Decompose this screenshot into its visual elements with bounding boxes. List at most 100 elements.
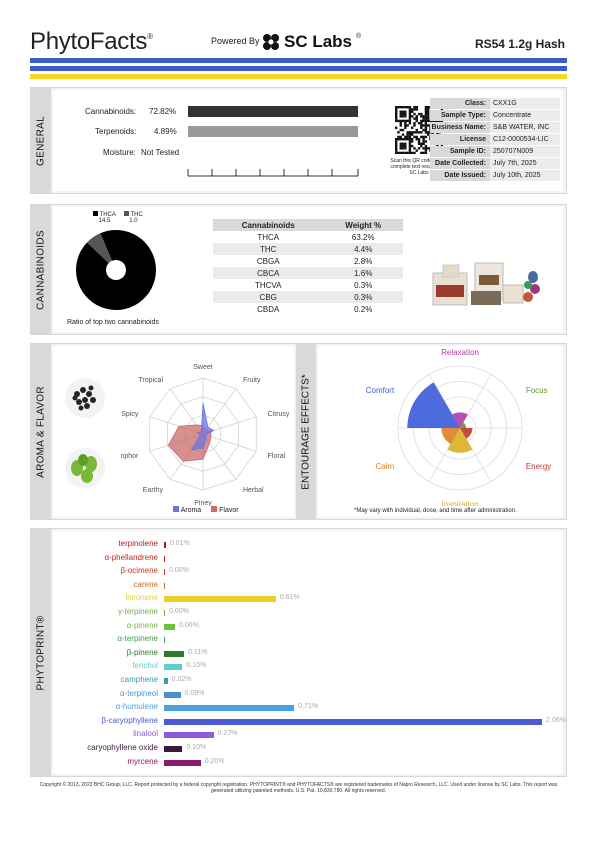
peppercorn-image (65, 378, 105, 418)
terpene-bar (164, 555, 165, 562)
terpene-value: 0.11% (188, 648, 208, 656)
logo-mark: ® (147, 32, 153, 41)
sc-labs-mark: ® (356, 32, 362, 40)
table-row: CBGA 2.8% (213, 255, 403, 267)
terpene-label: fenchol (132, 661, 158, 671)
general-section-label: GENERAL (31, 88, 51, 193)
cannabinoids-value: 72.82% (149, 107, 177, 116)
terpene-label: γ-terpinene (117, 607, 158, 616)
terpene-value: 0.01% (169, 540, 190, 547)
table-row: THC 4.4% (213, 243, 403, 255)
cannabinoid-weight: 2.8% (354, 256, 373, 266)
radar-spoke (202, 388, 237, 435)
terpene-label: carene (133, 579, 158, 589)
entourage-radar-chart: Relaxation Focus Energy Inspiration Calm Comf… (366, 348, 551, 506)
cannabinoid-name: CBG (213, 291, 324, 303)
sc-labs-logo: SC Labs ® (262, 32, 361, 52)
cannabinoid-weight: 4.4% (323, 243, 403, 255)
terpene-bar (164, 542, 166, 548)
hops-image (65, 448, 105, 488)
info-value: C12-0000534-LIC (490, 134, 560, 145)
entourage-spoke (428, 427, 461, 482)
terpene-label: camphene (120, 675, 158, 684)
aroma-axis-label: Citrusy (268, 411, 290, 418)
product-image (432, 262, 540, 306)
terpene-label: β-caryophyllene (101, 715, 158, 725)
legend-thc: THC 1.0 (123, 211, 143, 224)
terpene-value: 0.00% (169, 608, 189, 615)
pie-legend: THCA 14.5 THC 1.0 (93, 211, 143, 224)
cannabinoid-weight: 1.6% (323, 267, 403, 279)
entourage-wedge-relaxation (452, 412, 468, 428)
table-row: THCA 63.2% (213, 231, 403, 243)
aroma-axis-label: Piney (194, 500, 212, 506)
entourage-label: Calm (376, 462, 395, 471)
cannabinoids-bar (188, 106, 358, 117)
table-row: CBG 0.3% (213, 291, 403, 303)
aroma-radar-chart: Sweet Fruity Citrusy Floral Herbal Piney Earth… (121, 364, 290, 506)
stripe-blue-2 (30, 66, 567, 71)
phytofacts-logo: PhytoFacts® (30, 28, 153, 56)
info-row: Date Issued: July 10th, 2025 (430, 170, 560, 181)
terpene-bar (164, 705, 295, 712)
terpenoids-bar (188, 126, 358, 137)
terpene-bar (164, 596, 276, 603)
info-value: Concentrate (490, 110, 560, 121)
entourage-wedge-focus (460, 422, 467, 428)
terpene-value: 0.06% (179, 621, 199, 629)
info-row: Sample ID: 250707N009 (430, 146, 560, 157)
cannabinoid-name: THCA (257, 232, 280, 242)
info-row: Date Collected: July 7th, 2025 (430, 158, 560, 169)
info-key: Business Name: (430, 122, 490, 133)
sc-labs-icon (263, 34, 279, 50)
table-row: CBDA 0.2% (213, 303, 403, 315)
info-key: Class: (430, 98, 490, 109)
aroma-section-label: AROMA & FLAVOR (31, 344, 51, 519)
legend-thca: THCA 14.5 (93, 211, 116, 224)
terpene-value: 0.10% (186, 662, 207, 670)
entourage-wedge-inspiration (447, 428, 473, 453)
aroma-series (190, 403, 215, 451)
terpene-label: caryophyllene oxide (87, 743, 158, 752)
terpene-bar (164, 664, 183, 671)
terpene-bar (164, 732, 214, 739)
info-value: July 10th, 2025 (490, 170, 560, 181)
stripe-yellow (30, 74, 567, 79)
aroma-legend-aroma: Aroma (173, 506, 201, 514)
aroma-entourage-panel: AROMA & FLAVOR Sweet Fruity Citrusy Floral H… (30, 343, 567, 520)
cannabinoid-weight: 0.3% (323, 291, 403, 303)
moisture-label: Moisture: (103, 148, 136, 157)
aroma-axis-label: Floral (268, 453, 286, 460)
cannabinoids-body: THCA 14.5 THC 1.0 Ratio of top two cannabi… (53, 207, 563, 332)
info-key: Sample ID: (430, 146, 490, 157)
terpene-label: β-ocimene (120, 566, 158, 576)
phytoprint-section-label: PHYTOPRINT® (31, 529, 51, 776)
terpene-label: β-pinene (126, 647, 158, 657)
terpenoids-label: Terpenoids: (95, 127, 137, 136)
terpene-bar (164, 582, 165, 589)
aroma-axis-label: Fruity (243, 377, 261, 384)
entourage-label: Relaxation (441, 348, 479, 357)
terpene-bar (164, 637, 165, 644)
info-row: License Number:C12-0000534-LIC (430, 134, 560, 154)
aroma-axis-label: Herbal (243, 487, 264, 494)
table-row: CBCA 1.6% (213, 267, 403, 279)
entourage-label: Energy (526, 462, 551, 471)
terpene-value: 0.27% (217, 730, 238, 738)
aroma-axis-label: Tropical (138, 377, 163, 384)
terpene-value: 0.09% (184, 689, 205, 697)
cannabinoid-name: THC (213, 243, 324, 255)
cannabinoids-panel: CANNABINOIDS THCA 14.5 THC 1.0 Ratio of to… (30, 204, 567, 335)
entourage-wedge-energy (460, 428, 473, 439)
cannabinoid-name: CBGA (256, 256, 280, 266)
info-row: Sample Type: Concentrate (430, 110, 560, 121)
info-key: Date Issued: (430, 170, 490, 181)
terpene-bar (164, 650, 185, 657)
terpene-label: limonene (125, 593, 158, 603)
qr-caption: Scan this QR code for the complete test … (390, 158, 448, 176)
footer-copyright: Copyright © 2013, 2023 BHC Group, LLC. R… (39, 782, 558, 794)
powered-by: Powered By (211, 36, 260, 46)
terpene-bar (164, 718, 542, 725)
terpene-bar (164, 569, 165, 576)
info-value: CXX1G (490, 98, 560, 109)
